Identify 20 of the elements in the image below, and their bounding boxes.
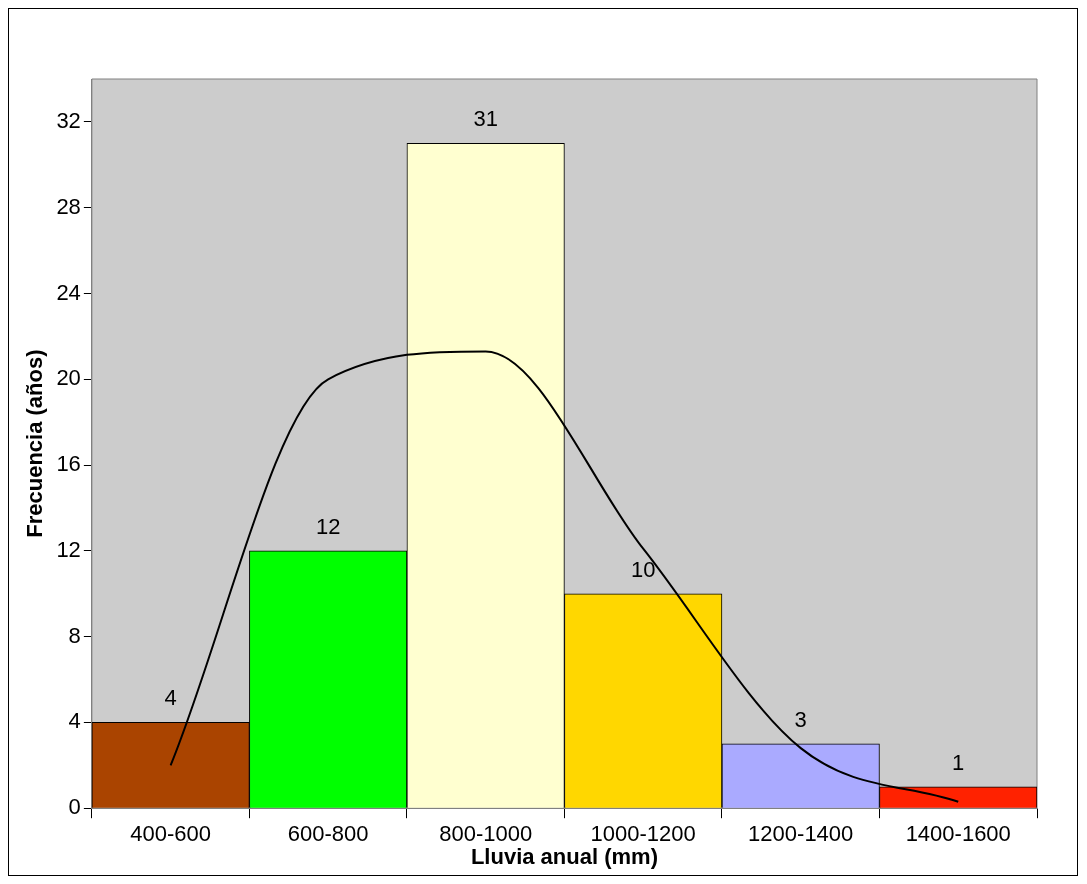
data-label: 4	[164, 685, 177, 711]
y-tick-label: 12	[56, 536, 81, 562]
data-label: 3	[794, 706, 807, 732]
y-axis-title: Frecuencia (años)	[22, 349, 48, 538]
x-tick-label: 1200-1400	[748, 821, 854, 847]
data-label: 12	[315, 513, 341, 539]
y-tick-label: 32	[56, 107, 81, 133]
y-tick-label: 8	[68, 622, 81, 648]
y-tick-label: 28	[56, 193, 81, 219]
y-tick-label: 24	[56, 279, 81, 305]
data-label: 1	[952, 749, 965, 775]
x-tick-label: 1400-1600	[905, 821, 1011, 847]
y-tick-label: 4	[68, 708, 81, 734]
y-tick-label: 0	[68, 794, 81, 820]
x-tick-label: 600-800	[287, 821, 369, 847]
y-tick-label: 16	[56, 451, 81, 477]
y-tick-label: 20	[56, 365, 81, 391]
data-label: 10	[630, 556, 656, 582]
data-label: 31	[473, 106, 498, 132]
x-tick-label: 400-600	[130, 821, 212, 847]
